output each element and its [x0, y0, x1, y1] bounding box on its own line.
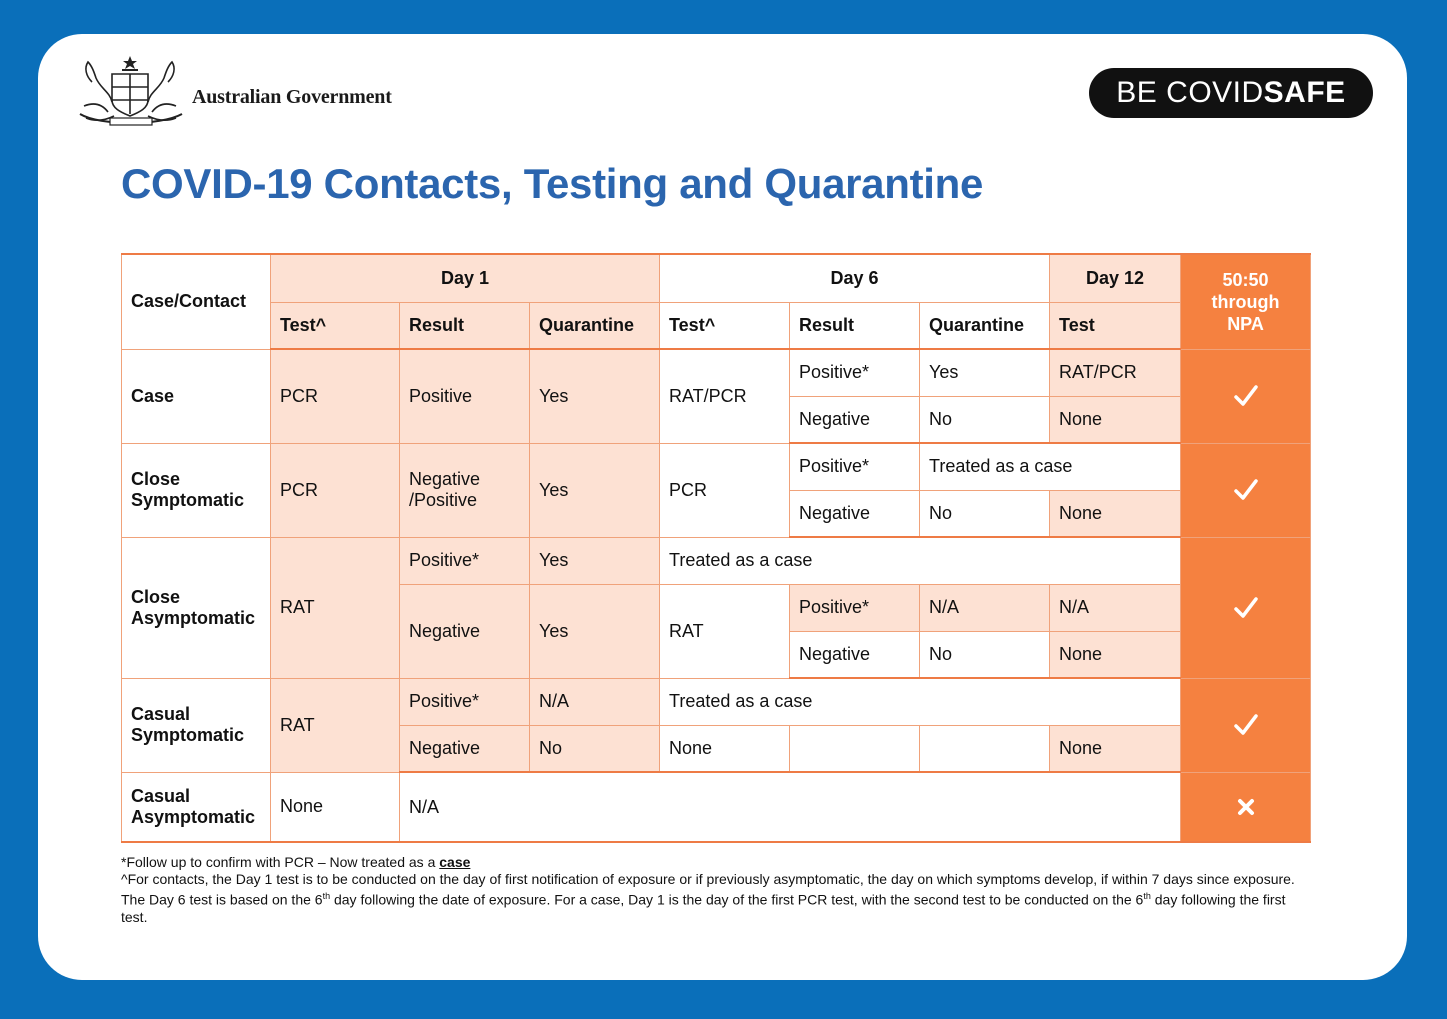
label-line: Symptomatic [131, 490, 245, 510]
cell: None [1049, 489, 1182, 538]
cell: Yes [528, 583, 661, 679]
cell: Positive [399, 348, 530, 444]
cell: Negative [399, 583, 530, 679]
cell: Negative [789, 630, 921, 679]
cell: RAT [270, 677, 400, 773]
cell: No [528, 724, 661, 773]
npa-check-icon [1180, 348, 1312, 444]
footnote-2: ^For contacts, the Day 1 test is to be c… [121, 871, 1296, 926]
page-title: COVID-19 Contacts, Testing and Quarantin… [121, 160, 984, 207]
table-row-close-asymptomatic: Close Asymptomatic RAT Positive* Yes Trea… [121, 536, 1312, 679]
sub-day6-quarantine: Quarantine [919, 301, 1051, 350]
cell-empty [919, 724, 1051, 773]
contacts-testing-table: Case/Contact Day 1 Day 6 Day 12 50:50 th… [121, 253, 1312, 843]
cell: Negative [399, 724, 530, 773]
cell: None [659, 724, 791, 773]
header-case-contact: Case/Contact [121, 253, 271, 350]
npa-cross-icon [1180, 771, 1312, 843]
footnote-2-part: day following the date of exposure. For … [330, 891, 1144, 908]
cell: No [919, 630, 1051, 679]
label-line: Asymptomatic [131, 607, 256, 628]
footnote-2-sup: th [322, 891, 331, 901]
footnote-1-text: *Follow up to confirm with PCR – Now tre… [121, 854, 440, 870]
cell: None [1049, 630, 1182, 679]
footnote-1: *Follow up to confirm with PCR – Now tre… [121, 854, 1296, 871]
cell-line: /Positive [409, 490, 478, 510]
footnote-1-link: case [439, 854, 471, 870]
row-label-close-asymptomatic: Close Asymptomatic [121, 536, 271, 679]
cell: Yes [528, 348, 661, 444]
cell: PCR [659, 442, 791, 538]
cell: Positive* [399, 536, 530, 585]
cell: PCR [270, 442, 400, 538]
be-covidsafe-badge: BE COVIDSAFE [1089, 68, 1373, 118]
government-name: Australian Government [192, 86, 392, 108]
sub-day1-test: Test^ [270, 301, 400, 350]
cell-empty [789, 724, 921, 773]
cell-treated-as-case: Treated as a case [659, 536, 1182, 585]
label-line: Close [131, 586, 181, 607]
cell: No [919, 489, 1051, 538]
table-row-casual-symptomatic: Casual Symptomatic RAT Positive* N/A Trea… [121, 677, 1312, 773]
cell: RAT [270, 536, 400, 679]
cell: N/A [919, 583, 1051, 632]
row-label-casual-asymptomatic: Casual Asymptomatic [121, 771, 271, 843]
label-line: Symptomatic [131, 725, 245, 745]
label-line: Casual [131, 785, 191, 806]
badge-text-thin: BE COVID [1116, 76, 1264, 109]
cell: Yes [919, 348, 1051, 397]
row-label-close-symptomatic: Close Symptomatic [121, 442, 271, 538]
label-line: Asymptomatic [131, 806, 256, 827]
npa-check-icon [1180, 442, 1312, 538]
cell: No [919, 395, 1051, 444]
footnote-2-sup: th [1143, 891, 1151, 901]
label-line: Casual [131, 704, 191, 724]
cell: Positive* [399, 677, 530, 726]
cell: Negative [789, 489, 921, 538]
header-day12: Day 12 [1049, 253, 1182, 303]
cell: Positive* [789, 348, 921, 397]
sub-day1-quarantine: Quarantine [528, 301, 661, 350]
header-day6: Day 6 [659, 253, 1051, 303]
cell: Yes [528, 442, 661, 538]
cell: None [270, 771, 400, 843]
header-day1: Day 1 [269, 253, 661, 303]
cell: PCR [270, 348, 400, 444]
npa-check-icon [1180, 536, 1312, 679]
sub-day6-result: Result [789, 301, 921, 350]
sub-day6-test: Test^ [659, 301, 791, 350]
table-row-close-symptomatic: Close Symptomatic PCR Negative/Positive Y… [121, 442, 1312, 538]
cell: RAT/PCR [1049, 348, 1182, 397]
cell: N/A [528, 677, 661, 726]
cell: Negative/Positive [399, 442, 530, 538]
cell: Negative [789, 395, 921, 444]
cell-treated-as-case: Treated as a case [659, 677, 1182, 726]
table-row-casual-asymptomatic: Casual Asymptomatic None N/A [121, 771, 1312, 843]
badge-text-bold: SAFE [1263, 76, 1346, 109]
footnote-2-part: ^For contacts, the Day 1 test is to be c… [121, 871, 1295, 908]
table-row-case: Case PCR Positive Yes RAT/PCR Positive* … [121, 348, 1312, 444]
sub-day1-result: Result [399, 301, 530, 350]
cell: Positive* [789, 583, 921, 632]
cell: None [1049, 724, 1182, 773]
cell: N/A [1049, 583, 1182, 632]
cell: RAT/PCR [659, 348, 791, 444]
sub-day12-test: Test [1049, 301, 1182, 350]
header-npa-label: 50:50 through NPA [1211, 269, 1280, 334]
row-label-case: Case [121, 348, 271, 444]
cell: None [1049, 395, 1182, 444]
header-npa: 50:50 through NPA [1180, 253, 1312, 350]
footnote-2-part: day following the first test. [121, 891, 1286, 925]
coat-of-arms-icon [79, 56, 183, 126]
row-label-casual-symptomatic: Casual Symptomatic [121, 677, 271, 773]
cell-line: Negative [409, 469, 481, 489]
cell: Positive* [789, 442, 921, 491]
npa-check-icon [1180, 677, 1312, 773]
cell: Yes [528, 536, 661, 585]
label-line: Close [131, 469, 181, 489]
cell: N/A [398, 771, 1182, 843]
cell: RAT [659, 583, 791, 679]
footnotes: *Follow up to confirm with PCR – Now tre… [121, 854, 1296, 926]
cell-treated-as-case: Treated as a case [919, 442, 1182, 491]
